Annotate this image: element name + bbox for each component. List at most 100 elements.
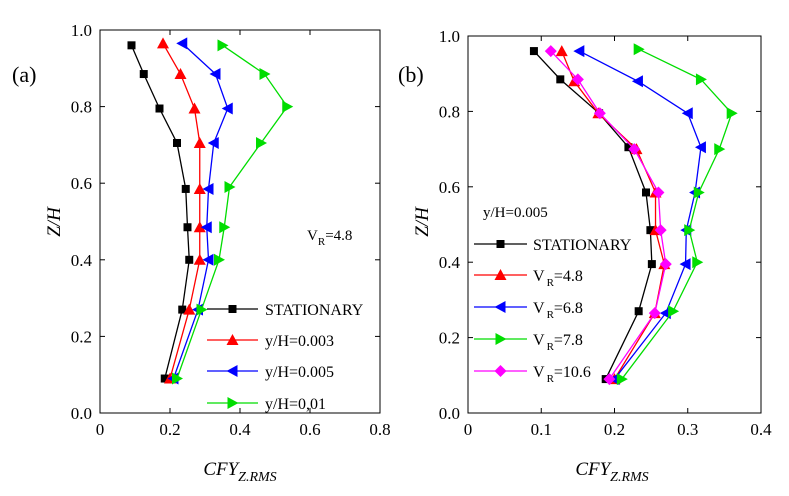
panel-b-series-3-point bbox=[693, 186, 705, 199]
panel-b-legend-marker bbox=[496, 240, 505, 248]
panel-b-frame bbox=[467, 35, 762, 414]
panel-a-ytick-label: 0.4 bbox=[71, 251, 93, 270]
panel-b-series-0-point bbox=[556, 75, 565, 84]
panel-a-series-3-point bbox=[259, 68, 271, 81]
panel-a-xtick-label: 0 bbox=[96, 420, 105, 439]
panel-b-series-0-point bbox=[641, 188, 650, 197]
panel-a-frame bbox=[99, 29, 381, 414]
panel-a-series-2-point bbox=[200, 221, 212, 234]
panel-b-series-3 bbox=[616, 43, 738, 386]
panel-b-series-3-point bbox=[684, 224, 696, 237]
panel-a-xtick-label: 0.4 bbox=[229, 420, 251, 439]
panel-a-ytick-label: 0.2 bbox=[71, 327, 92, 346]
panel-a-series-0-point bbox=[178, 305, 187, 314]
panel-b-series-0-point bbox=[646, 226, 655, 235]
panel-b-legend-entry-4: V R=10.6 bbox=[474, 364, 591, 385]
panel-a-series-2-line bbox=[172, 42, 229, 379]
panel-b-label: (b) bbox=[398, 62, 424, 87]
panel-a-series-1 bbox=[157, 37, 206, 384]
panel-a-series-1-point bbox=[157, 37, 169, 49]
panel-b-legend-marker bbox=[494, 301, 506, 313]
panel-a-series-3-point bbox=[214, 253, 225, 266]
panel-b-series-4-point bbox=[628, 143, 641, 156]
panel-b-legend-entry-0: STATIONARY bbox=[474, 237, 632, 254]
panel-b-legend-marker bbox=[494, 365, 507, 377]
panel-a-legend-marker bbox=[228, 305, 237, 313]
panel-a-series-2-point bbox=[202, 253, 214, 266]
panel-b-series-3-point bbox=[726, 107, 738, 120]
panel-a-legend-label: y/H=0,01 bbox=[265, 396, 326, 413]
panel-b-series-4-point bbox=[659, 258, 672, 271]
panel-b-legend-entry-1: V R=4.8 bbox=[474, 268, 583, 289]
panel-a-series-3-point bbox=[172, 372, 183, 385]
panel-a-series-2-point bbox=[176, 37, 188, 50]
panel-a-ytick-label: 0.8 bbox=[71, 98, 92, 117]
panel-a-series-3-point bbox=[219, 221, 231, 234]
panel-a-label: (a) bbox=[12, 62, 36, 87]
panel-a-series-3-point bbox=[196, 303, 208, 316]
panel-b-series-4-point bbox=[648, 307, 661, 320]
panel-a-ytick-label: 0.0 bbox=[71, 404, 92, 423]
panel-b-series-0-point bbox=[624, 143, 633, 152]
panel-b-ytick-label: 0.6 bbox=[439, 178, 460, 197]
panel-b-series-1-point bbox=[555, 45, 568, 57]
panel-a-series-0-point bbox=[127, 41, 136, 50]
panel-b-xtick-label: 0.1 bbox=[531, 420, 552, 439]
panel-b-series-3-line bbox=[621, 48, 733, 380]
panel-b-legend-marker bbox=[495, 333, 507, 345]
panel-a-series-0-point bbox=[183, 223, 192, 232]
panel-a: (a) Z/H CFYZ.RMS VR=4.8 0 0.2 0.4 0.6 0.8 0.0… bbox=[12, 21, 391, 485]
panel-a-series-0-point bbox=[181, 184, 190, 193]
panel-b-series-3-point bbox=[668, 305, 680, 318]
panel-b-series-0-line bbox=[533, 50, 653, 380]
panel-b-xtick-label: 0.2 bbox=[604, 420, 625, 439]
panel-b-xlabel: CFYZ.RMS bbox=[575, 459, 648, 485]
panel-b-xtick-label: 0 bbox=[464, 420, 473, 439]
panel-a-series-3-point bbox=[224, 181, 236, 194]
panel-a-series-3-point bbox=[217, 39, 229, 52]
panel-a-series-2-point bbox=[207, 136, 219, 149]
panel-a-series-0-point bbox=[139, 70, 148, 79]
panel-a-ytick-label: 0.6 bbox=[71, 174, 92, 193]
panel-a-series-0-point bbox=[173, 138, 181, 147]
panel-a-series-1-point bbox=[188, 102, 201, 114]
panel-b-ytick-label: 1.0 bbox=[439, 27, 460, 46]
panel-b-series-2-line bbox=[579, 50, 702, 380]
panel-b-series-4-point bbox=[652, 186, 665, 199]
panel-a-legend-marker bbox=[226, 334, 239, 345]
panel-b-series-2-point bbox=[679, 258, 691, 271]
panel-b-series-4-point bbox=[544, 45, 557, 58]
panel-a-series-2-point bbox=[209, 68, 221, 81]
panel-b-legend-entry-2: V R=6.8 bbox=[474, 300, 583, 321]
panel-b-ytick-label: 0.2 bbox=[439, 329, 460, 348]
panel-b-ytick-label: 0.4 bbox=[439, 253, 461, 272]
panel-a-legend-marker bbox=[227, 397, 239, 409]
panel-b-series-0 bbox=[529, 47, 656, 384]
panel-b-series-3-point bbox=[616, 373, 628, 386]
panel-a-series-0-line bbox=[130, 45, 190, 379]
panel-a-legend-label: STATIONARY bbox=[265, 302, 364, 319]
panel-a-legend-label: y/H=0.005 bbox=[265, 364, 334, 381]
panel-b-series-2-point bbox=[681, 107, 693, 120]
panel-b-series-2-point bbox=[573, 45, 585, 58]
panel-a-series-0-point bbox=[185, 255, 194, 264]
panel-b-series-3-point bbox=[695, 73, 707, 86]
panel-a-xtick-label: 0.8 bbox=[369, 420, 390, 439]
panel-a-series-3-point bbox=[282, 100, 294, 113]
panel-b-ytick-label: 0.0 bbox=[439, 404, 460, 423]
panel-b-series-3-point bbox=[692, 256, 704, 269]
panel-a-series-3-line bbox=[176, 44, 289, 379]
panel-b-series-0-point bbox=[647, 260, 656, 269]
panel-b-series-4-point bbox=[654, 224, 667, 237]
panel-b-series-2-point bbox=[694, 141, 706, 154]
panel-b-series-0-point bbox=[529, 47, 538, 56]
panel-b-legend-marker bbox=[494, 269, 507, 280]
panel-a-series-1-point bbox=[193, 221, 206, 233]
panel-a-series-0-point bbox=[160, 374, 169, 383]
panel-a-ytick-label: 1.0 bbox=[71, 21, 92, 40]
panel-b: (b) Z/H CFYZ.RMS y/H=0.005 0 0.1 0.2 0.3 0.4… bbox=[398, 27, 772, 485]
panel-a-series-1-point bbox=[183, 303, 196, 315]
panel-a-series-1-point bbox=[174, 68, 187, 80]
panel-b-legend-label: V R=7.8 bbox=[533, 332, 583, 353]
